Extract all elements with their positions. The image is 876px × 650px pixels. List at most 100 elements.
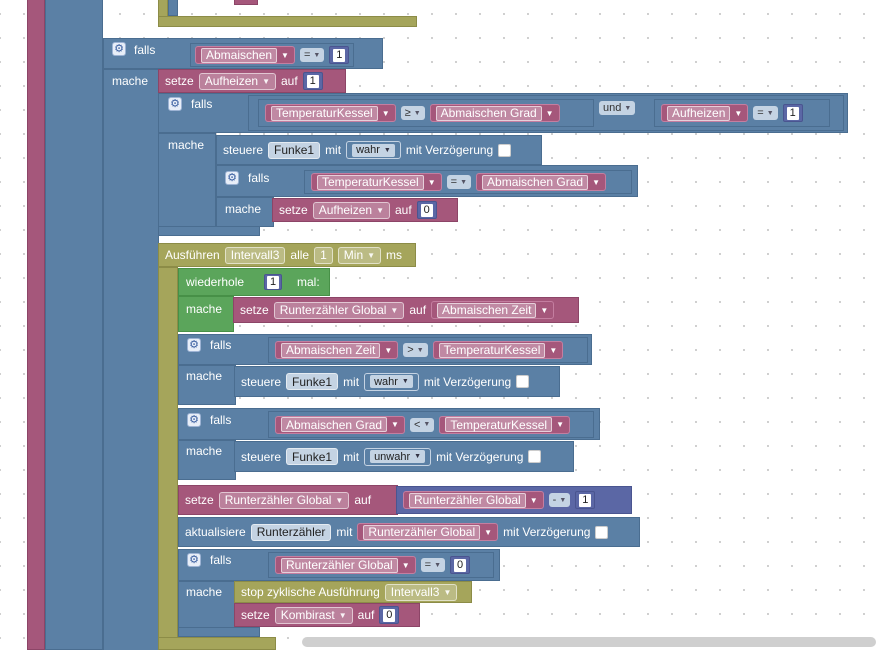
gear-icon[interactable]: ⚙ bbox=[112, 42, 126, 56]
set-aufheizen-1[interactable]: setze Aufheizen ▼ auf 1 bbox=[158, 69, 346, 93]
value-unwahr[interactable]: unwahr ▼ bbox=[364, 447, 432, 466]
repeat-label: wiederhole bbox=[186, 275, 245, 289]
compare-zeit-gt-temp[interactable]: Abmaischen Zeit ▼ > ▼ TemperaturKessel ▼ bbox=[268, 337, 588, 363]
item-dropdown-runterzaehler[interactable]: Runterzähler bbox=[250, 523, 332, 541]
control-funke1-false[interactable]: steuere Funke1 mit unwahr ▼ mit Verzögeru… bbox=[234, 441, 574, 472]
op-greater[interactable]: > ▼ bbox=[403, 343, 428, 357]
item-dropdown-funke1[interactable]: Funke1 bbox=[286, 448, 339, 465]
var-abmaischen-zeit[interactable]: Abmaischen Zeit ▼ bbox=[431, 301, 555, 319]
op-equals[interactable]: = ▼ bbox=[420, 558, 446, 572]
set-runterzaehler-to-abmaischen-zeit[interactable]: setze Runterzähler Global ▼ auf Abmaische… bbox=[233, 297, 579, 323]
delay-checkbox[interactable] bbox=[516, 375, 530, 388]
var-runterzaehler-global[interactable]: Runterzähler Global ▼ bbox=[403, 491, 544, 509]
repeat-block[interactable]: wiederhole 1 mal: bbox=[178, 268, 330, 296]
delay-checkbox[interactable] bbox=[595, 525, 609, 539]
value-wahr[interactable]: wahr ▼ bbox=[346, 141, 401, 159]
gear-icon[interactable]: ⚙ bbox=[187, 553, 201, 567]
math-minus-block[interactable]: Runterzähler Global ▼ - ▼ 1 bbox=[396, 486, 632, 514]
var-dropdown-aufheizen[interactable]: Aufheizen ▼ bbox=[198, 72, 276, 90]
dropdown-arrow-icon: ▼ bbox=[592, 177, 600, 187]
dropdown-arrow-icon: ▼ bbox=[427, 177, 436, 187]
var-abmaischen-grad[interactable]: Abmaischen Grad ▼ bbox=[476, 173, 606, 191]
number-0[interactable]: 0 bbox=[416, 201, 437, 219]
var-temperaturkessel[interactable]: TemperaturKessel ▼ bbox=[265, 104, 396, 122]
item-dropdown-funke1[interactable]: Funke1 bbox=[286, 373, 339, 390]
gear-icon[interactable]: ⚙ bbox=[168, 97, 182, 111]
number-1[interactable]: 1 bbox=[782, 104, 803, 122]
var-abmaischen-grad[interactable]: Abmaischen Grad ▼ bbox=[275, 415, 405, 434]
control-funke1-true[interactable]: steuere Funke1 mit wahr ▼ mit Verzögerung bbox=[234, 366, 560, 397]
dropdown-arrow-icon: ▼ bbox=[367, 250, 376, 260]
stop-interval[interactable]: stop zyklische Ausführung Intervall3 ▼ bbox=[234, 581, 472, 603]
previous-block-footer bbox=[158, 16, 417, 27]
set-aufheizen-0[interactable]: setze Aufheizen ▼ auf 0 bbox=[272, 198, 458, 222]
dropdown-arrow-icon: ▼ bbox=[416, 346, 424, 354]
gear-icon[interactable]: ⚙ bbox=[225, 171, 239, 185]
interval-footer bbox=[158, 637, 276, 650]
var-temperaturkessel[interactable]: TemperaturKessel ▼ bbox=[432, 341, 564, 359]
times-label: mal: bbox=[297, 275, 320, 289]
interval-header[interactable]: Ausführen Intervall3 alle 1 Min ▼ ms bbox=[158, 243, 416, 267]
if-abmaischen-body: mache bbox=[103, 69, 159, 650]
op-greater-equal[interactable]: ≥ ▼ bbox=[400, 106, 425, 120]
item-dropdown-funke1[interactable]: Funke1 bbox=[268, 141, 321, 159]
if-label: falls bbox=[248, 171, 270, 185]
horizontal-scrollbar[interactable] bbox=[302, 637, 876, 647]
op-equals[interactable]: = ▼ bbox=[299, 48, 325, 62]
op-less[interactable]: < ▼ bbox=[409, 417, 435, 432]
number-1[interactable]: 1 bbox=[329, 46, 350, 64]
if-abmaischen-header[interactable]: ⚙ falls Abmaischen ▼ = ▼ 1 bbox=[103, 38, 383, 69]
gear-icon[interactable]: ⚙ bbox=[187, 413, 201, 427]
number-1[interactable]: 1 bbox=[302, 72, 323, 90]
var-dropdown-aufheizen[interactable]: Aufheizen ▼ bbox=[312, 201, 390, 219]
delay-checkbox[interactable] bbox=[528, 450, 542, 463]
number-0[interactable]: 0 bbox=[450, 556, 471, 574]
value-wahr[interactable]: wahr ▼ bbox=[364, 372, 419, 391]
dropdown-arrow-icon: ▼ bbox=[376, 205, 384, 215]
set-runterzaehler-decrement[interactable]: setze Runterzähler Global ▼ auf bbox=[178, 485, 398, 515]
and-label: und ▼ bbox=[599, 100, 636, 115]
set-kombirast-0[interactable]: setze Kombirast ▼ auf 0 bbox=[234, 603, 420, 627]
var-abmaischen[interactable]: Abmaischen ▼ bbox=[195, 46, 295, 64]
compare-abmaischen[interactable]: Abmaischen ▼ = ▼ 1 bbox=[190, 43, 355, 67]
var-runterzaehler-global[interactable]: Runterzähler Global ▼ bbox=[275, 556, 416, 574]
interval-dropdown[interactable]: Intervall3 ▼ bbox=[384, 583, 458, 601]
dropdown-arrow-icon: ▼ bbox=[484, 527, 493, 537]
do-label: mache bbox=[225, 202, 262, 216]
compare-temp-ge-grad[interactable]: TemperaturKessel ▼ ≥ ▼ Abmaischen Grad ▼ bbox=[258, 99, 594, 127]
repeat-count[interactable]: 1 bbox=[264, 274, 282, 290]
if-grad-lt-temp-body: mache bbox=[178, 440, 236, 480]
compare-aufheizen-eq-1[interactable]: Aufheizen ▼ = ▼ 1 bbox=[654, 99, 830, 127]
interval-value-field[interactable]: 1 bbox=[314, 246, 333, 264]
op-equals[interactable]: = ▼ bbox=[753, 106, 778, 120]
op-minus[interactable]: - ▼ bbox=[548, 493, 571, 507]
var-temperaturkessel[interactable]: TemperaturKessel ▼ bbox=[439, 415, 570, 434]
dropdown-arrow-icon: ▼ bbox=[460, 178, 468, 186]
and-dropdown[interactable]: und ▼ bbox=[599, 101, 636, 115]
var-dropdown-kombirast[interactable]: Kombirast ▼ bbox=[274, 606, 353, 624]
var-dropdown-runterzaehler-global[interactable]: Runterzähler Global ▼ bbox=[273, 301, 405, 319]
control-funke1-true[interactable]: steuere Funke1 mit wahr ▼ mit Verzögerung bbox=[216, 135, 542, 165]
update-runterzaehler[interactable]: aktualisiere Runterzähler mit Runterzähl… bbox=[178, 517, 640, 547]
interval-unit-dropdown[interactable]: Min ▼ bbox=[337, 246, 382, 264]
number-0[interactable]: 0 bbox=[379, 606, 400, 624]
dropdown-arrow-icon: ▼ bbox=[262, 76, 270, 86]
delay-checkbox[interactable] bbox=[498, 143, 512, 157]
compare-temp-eq-grad[interactable]: TemperaturKessel ▼ = ▼ Abmaischen Grad ▼ bbox=[304, 170, 632, 194]
interval-name-field[interactable]: Intervall3 bbox=[224, 246, 286, 264]
compare-runterzaehler-eq-0[interactable]: Runterzähler Global ▼ = ▼ 0 bbox=[268, 552, 494, 578]
gear-icon[interactable]: ⚙ bbox=[187, 338, 201, 352]
dropdown-arrow-icon: ▼ bbox=[766, 109, 774, 117]
op-equals[interactable]: = ▼ bbox=[446, 175, 472, 189]
do-label: mache bbox=[112, 74, 149, 88]
var-aufheizen[interactable]: Aufheizen ▼ bbox=[661, 104, 749, 122]
var-abmaischen-zeit[interactable]: Abmaischen Zeit ▼ bbox=[275, 341, 399, 359]
var-abmaischen-grad[interactable]: Abmaischen Grad ▼ bbox=[429, 104, 560, 122]
do-label: mache bbox=[186, 369, 223, 383]
compare-grad-lt-temp[interactable]: Abmaischen Grad ▼ < ▼ TemperaturKessel ▼ bbox=[268, 411, 594, 438]
if-label: falls bbox=[191, 97, 213, 111]
number-1[interactable]: 1 bbox=[575, 491, 596, 509]
var-temperaturkessel[interactable]: TemperaturKessel ▼ bbox=[311, 173, 442, 191]
var-runterzaehler-global[interactable]: Runterzähler Global ▼ bbox=[357, 523, 499, 541]
var-dropdown-runterzaehler-global[interactable]: Runterzähler Global ▼ bbox=[218, 491, 350, 509]
